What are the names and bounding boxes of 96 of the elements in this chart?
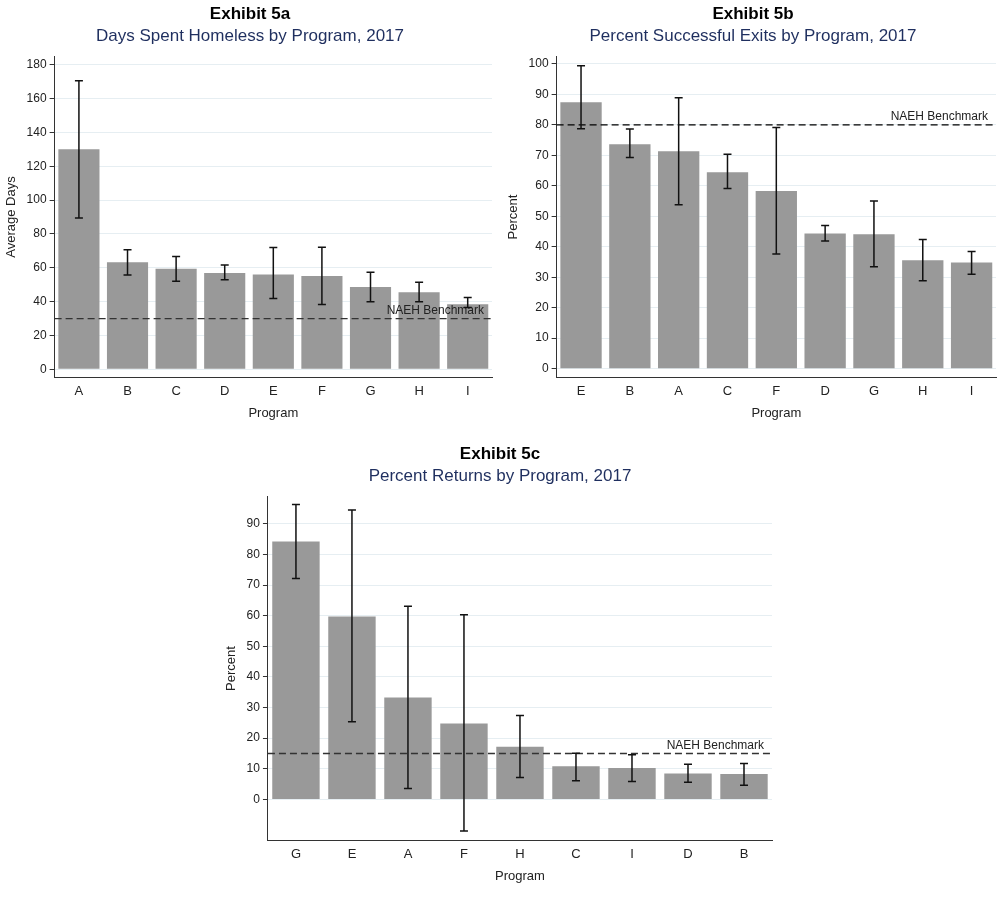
bar [853, 234, 895, 369]
y-tick-label: 20 [246, 730, 261, 745]
y-tick-label: 80 [33, 226, 47, 241]
y-tick-label: 40 [535, 239, 549, 254]
y-tick-label: 60 [33, 260, 47, 275]
y-tick-label: 70 [535, 147, 549, 162]
x-tick-label: C [571, 846, 581, 862]
x-tick-label: B [123, 383, 132, 399]
bar [950, 262, 993, 369]
bar [106, 262, 149, 369]
x-axis-title: Program [751, 404, 802, 420]
x-tick-label: F [317, 383, 326, 399]
x-tick-label: F [772, 383, 781, 399]
x-tick-label: E [576, 383, 586, 399]
bar [609, 144, 651, 369]
x-tick-label: D [820, 383, 830, 399]
bar [664, 773, 712, 799]
y-tick-label: 0 [39, 361, 47, 376]
y-tick-label: 60 [246, 607, 261, 622]
y-tick-label: 90 [535, 86, 549, 101]
y-tick-label: 100 [528, 56, 549, 71]
bar [902, 260, 944, 369]
x-tick-label: A [674, 383, 684, 399]
bar [720, 774, 768, 799]
bar [252, 274, 294, 369]
x-axis-title: Program [248, 404, 299, 420]
x-tick-label: G [365, 383, 376, 399]
bar [301, 275, 343, 369]
x-tick-label: E [268, 383, 278, 399]
y-tick-label: 50 [246, 638, 261, 653]
x-tick-label: F [459, 846, 468, 862]
x-tick-label: A [403, 846, 413, 862]
x-tick-label: I [969, 383, 974, 399]
bar [496, 746, 544, 799]
bar [755, 190, 797, 369]
chart-subtitle: Percent Successful Exits by Program, 2017 [588, 26, 918, 46]
y-tick-label: 60 [535, 178, 549, 193]
bar [155, 268, 197, 369]
bar [58, 149, 100, 369]
x-tick-label: D [683, 846, 693, 862]
y-tick-label: 90 [246, 516, 261, 531]
y-tick-label: 10 [246, 761, 261, 776]
x-tick-label: B [625, 383, 635, 399]
y-tick-label: 140 [26, 124, 47, 139]
ref-line-label: NAEH Benchmark [890, 109, 989, 124]
y-tick-label: 100 [26, 192, 47, 207]
y-tick-label: 20 [33, 327, 47, 342]
y-tick-label: 30 [535, 269, 549, 284]
bar [384, 697, 432, 799]
x-tick-label: H [414, 383, 424, 399]
y-axis-title: Average Days [3, 175, 19, 258]
x-tick-label: D [220, 383, 230, 399]
bar [328, 616, 376, 799]
ref-line-label: NAEH Benchmark [666, 737, 765, 752]
y-tick-label: 120 [26, 158, 47, 173]
x-tick-label: C [722, 383, 733, 399]
chart-title: Exhibit 5b [711, 4, 795, 24]
y-tick-label: 80 [246, 546, 261, 561]
y-tick-label: 40 [246, 669, 261, 684]
bar [804, 233, 846, 369]
x-tick-label: G [290, 846, 302, 862]
x-tick-label: H [515, 846, 525, 862]
bar [608, 767, 656, 799]
y-tick-label: 10 [535, 330, 549, 345]
y-tick-label: 0 [253, 791, 261, 806]
y-axis-title: Percent [223, 645, 239, 691]
bar [706, 172, 749, 369]
x-tick-label: I [630, 846, 634, 862]
bar [272, 541, 320, 799]
y-tick-label: 30 [246, 699, 261, 714]
bar [552, 766, 600, 799]
x-tick-label: G [868, 383, 880, 399]
y-tick-label: 160 [26, 90, 47, 105]
y-tick-label: 80 [535, 117, 549, 132]
x-tick-label: I [465, 383, 470, 399]
y-tick-label: 180 [26, 56, 47, 71]
chart-subtitle: Percent Returns by Program, 2017 [367, 466, 633, 486]
y-tick-label: 0 [541, 360, 549, 375]
x-tick-label: H [918, 383, 928, 399]
x-tick-label: A [74, 383, 84, 399]
x-tick-label: B [739, 846, 749, 862]
y-axis-title: Percent [505, 194, 521, 240]
chart-title: Exhibit 5a [208, 4, 292, 24]
x-tick-label: C [171, 383, 181, 399]
x-tick-label: E [347, 846, 357, 862]
y-tick-label: 70 [246, 577, 261, 592]
y-tick-label: 50 [535, 208, 549, 223]
bar [658, 151, 700, 369]
x-axis-title: Program [495, 867, 545, 883]
y-tick-label: 20 [535, 300, 549, 314]
chart-subtitle: Days Spent Homeless by Program, 2017 [94, 26, 405, 46]
bar [440, 723, 488, 799]
chart-title: Exhibit 5c [458, 444, 542, 464]
bar [204, 273, 246, 369]
bar [560, 102, 602, 369]
y-tick-label: 40 [33, 293, 47, 308]
